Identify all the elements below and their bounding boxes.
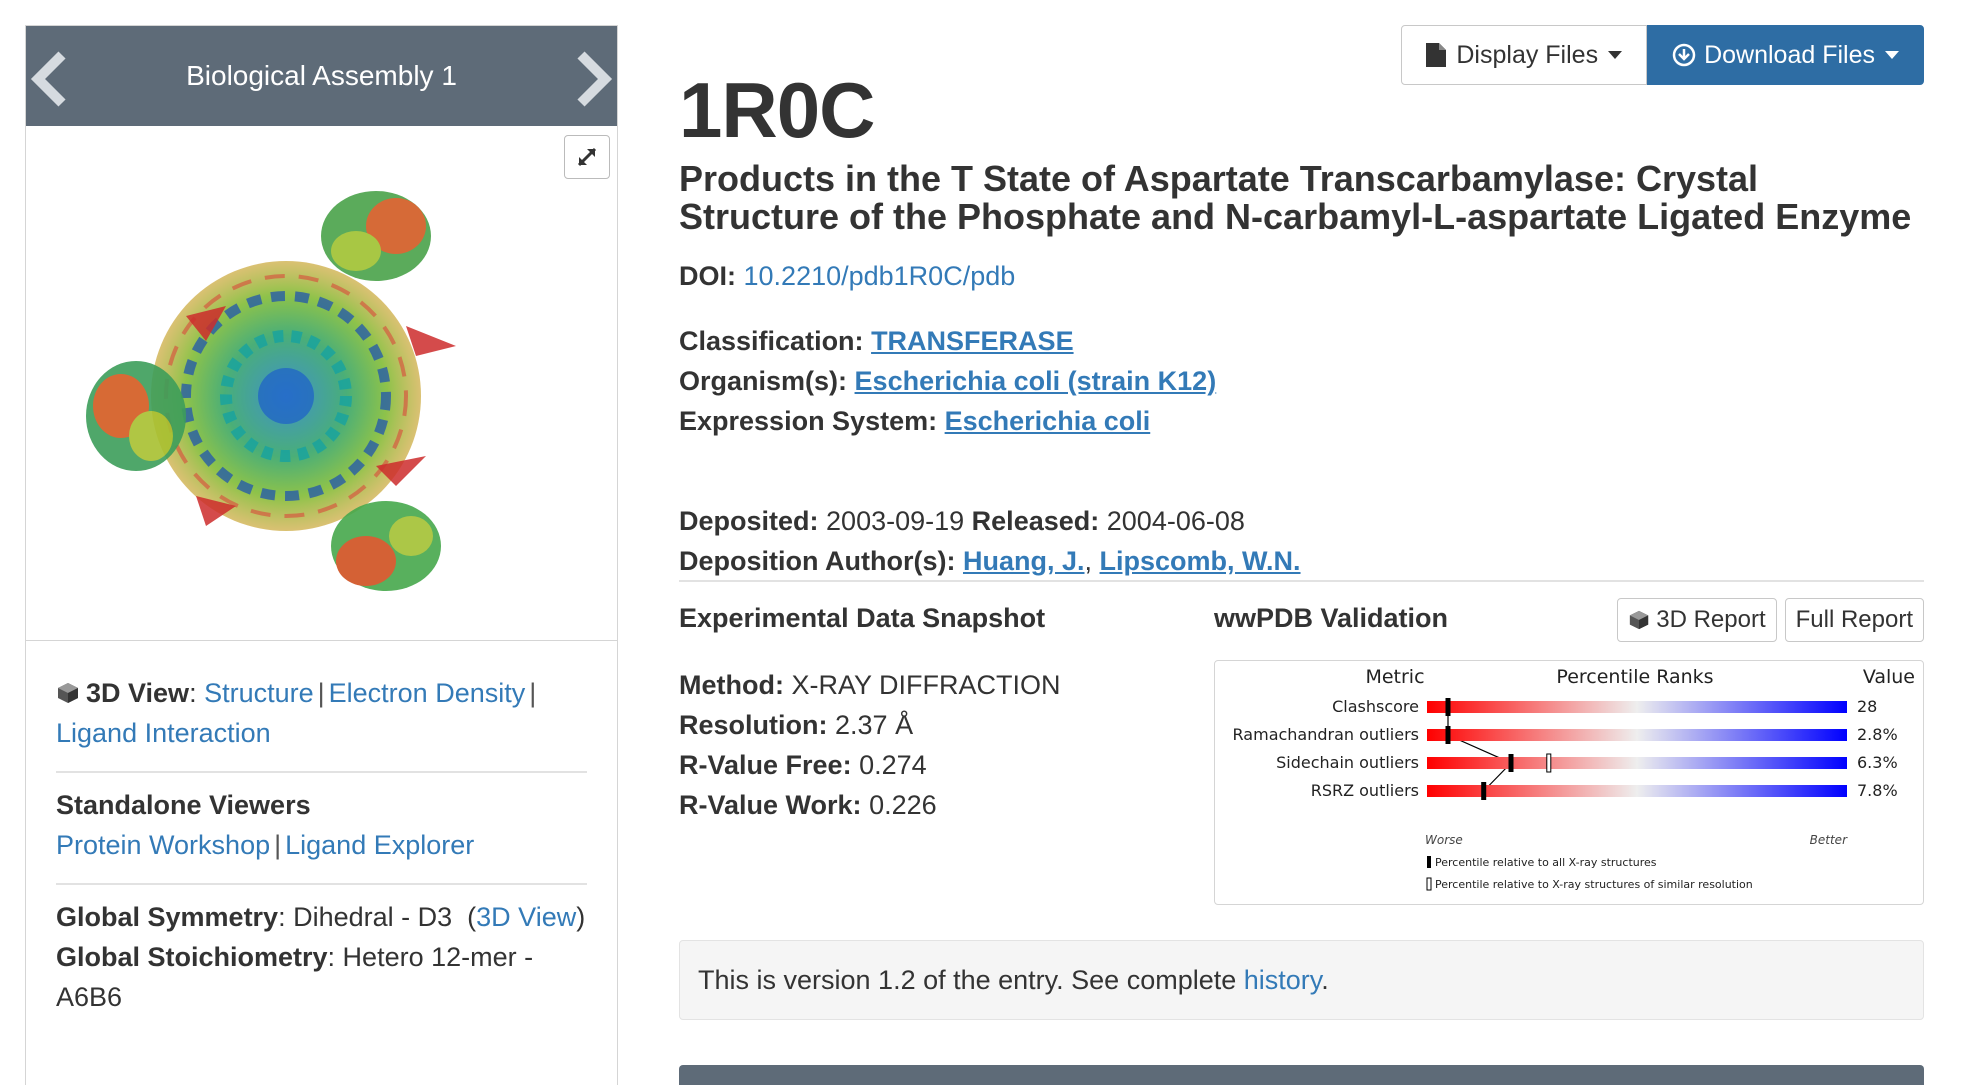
author-link[interactable]: Lipscomb, W.N. <box>1099 546 1301 576</box>
metric-name: Clashscore <box>1332 697 1419 716</box>
metric-value: 6.3% <box>1857 753 1898 772</box>
electron-density-link[interactable]: Electron Density <box>328 678 526 708</box>
3d-view-label: 3D View <box>86 678 190 708</box>
better-label: Better <box>1810 833 1848 847</box>
ligand-explorer-link[interactable]: Ligand Explorer <box>285 830 475 860</box>
deposition-block: Deposited: 2003-09-19 Released: 2004-06-… <box>679 506 1301 576</box>
organism-link[interactable]: Escherichia coli (strain K12) <box>854 366 1217 396</box>
cube-icon <box>1630 610 1649 630</box>
bottom-section-header <box>679 1065 1924 1085</box>
metric-value: 28 <box>1857 697 1877 716</box>
released-date: 2004-06-08 <box>1106 506 1245 536</box>
file-buttons: Display Files Download Files <box>1401 25 1924 85</box>
doi-line: DOI: 10.2210/pdb1R0C/pdb <box>679 261 1016 291</box>
symmetry-3d-view-link[interactable]: 3D View <box>476 902 577 932</box>
download-files-button[interactable]: Download Files <box>1647 25 1924 85</box>
standalone-viewers-label: Standalone Viewers <box>56 790 311 820</box>
3d-report-button[interactable]: 3D Report <box>1617 598 1777 642</box>
all-structures-marker <box>1445 698 1451 716</box>
doi-link[interactable]: 10.2210/pdb1R0C/pdb <box>743 261 1016 291</box>
expression-system-link[interactable]: Escherichia coli <box>944 406 1151 436</box>
molecule-structure-image <box>86 191 456 591</box>
legend-similar-marker <box>1426 877 1432 891</box>
assembly-title: Biological Assembly 1 <box>186 60 457 91</box>
worse-label: Worse <box>1425 833 1463 847</box>
metric-name: RSRZ outliers <box>1311 781 1419 800</box>
experimental-snapshot-title: Experimental Data Snapshot <box>679 603 1046 633</box>
method-value: X-RAY DIFFRACTION <box>791 670 1061 700</box>
legend-similar-label: Percentile relative to X-ray structures … <box>1435 878 1753 891</box>
ligand-interaction-link[interactable]: Ligand Interaction <box>56 718 271 748</box>
resolution-value: 2.37 Å <box>835 710 914 740</box>
all-structures-marker <box>1445 726 1451 744</box>
full-report-button[interactable]: Full Report <box>1784 598 1924 642</box>
molecule-view[interactable] <box>26 126 617 641</box>
divider <box>679 580 1924 582</box>
rfree-value: 0.274 <box>859 750 927 780</box>
global-symmetry-value: : Dihedral - D3 <box>278 902 453 932</box>
percentile-bar <box>1427 785 1847 797</box>
all-structures-marker <box>1481 782 1487 800</box>
deposited-date: 2003-09-19 <box>826 506 965 536</box>
rwork-value: 0.226 <box>869 790 937 820</box>
file-icon <box>1426 43 1447 67</box>
legend-all-marker <box>1427 856 1431 868</box>
history-link[interactable]: history <box>1243 965 1322 995</box>
structure-link[interactable]: Structure <box>204 678 314 708</box>
metric-value: 7.8% <box>1857 781 1898 800</box>
author-link[interactable]: Huang, J. <box>962 546 1085 576</box>
left-panel: Biological Assembly 1 <box>25 25 618 1085</box>
symmetry-section: Global Symmetry: Dihedral - D3 (3D View)… <box>56 902 586 1012</box>
download-icon <box>1672 43 1696 67</box>
assembly-header: Biological Assembly 1 <box>26 26 617 126</box>
similar-resolution-marker <box>1546 753 1552 773</box>
classification-block: Classification: TRANSFERASE Organism(s):… <box>679 326 1217 436</box>
percentile-bar <box>1427 701 1847 713</box>
percentile-connector-line <box>1447 707 1513 792</box>
global-symmetry-label: Global Symmetry <box>56 902 279 932</box>
cube-icon <box>58 683 78 703</box>
classification-link[interactable]: TRANSFERASE <box>871 326 1074 356</box>
next-assembly-arrow-icon[interactable] <box>573 48 613 107</box>
expand-icon <box>577 147 597 167</box>
entry-id: 1R0C <box>679 66 875 154</box>
global-stoichiometry-value: : Hetero 12-mer - A6B6 <box>56 942 534 1012</box>
previous-assembly-arrow-icon[interactable] <box>30 48 70 107</box>
metric-name: Ramachandran outliers <box>1233 725 1419 744</box>
entry-title: Products in the T State of Aspartate Tra… <box>679 158 1912 237</box>
validation-title: wwPDB Validation <box>1214 603 1449 633</box>
metric-column-header: Metric <box>1365 666 1424 688</box>
3d-view-section: 3D View: Structure | Electron Density | Lig… <box>56 661 587 773</box>
percentile-bar <box>1427 757 1847 769</box>
display-files-button[interactable]: Display Files <box>1401 25 1648 85</box>
chevron-down-icon <box>1608 51 1623 59</box>
legend-all-label: Percentile relative to all X-ray structu… <box>1435 856 1657 869</box>
validation-slider-chart[interactable]: Metric Percentile Ranks Value Clashscore… <box>1214 660 1924 905</box>
protein-workshop-link[interactable]: Protein Workshop <box>56 830 271 860</box>
value-column-header: Value <box>1863 666 1915 688</box>
standalone-viewers-section: Standalone Viewers Protein Workshop | Liga… <box>56 773 587 885</box>
metric-name: Sidechain outliers <box>1276 753 1419 772</box>
expand-view-button[interactable] <box>564 135 610 179</box>
percentile-bar <box>1427 729 1847 741</box>
experimental-data: Method: X-RAY DIFFRACTION Resolution: 2.… <box>679 670 1061 820</box>
metric-value: 2.8% <box>1857 725 1898 744</box>
chevron-down-icon <box>1885 51 1899 59</box>
version-notice: This is version 1.2 of the entry. See co… <box>679 940 1924 1020</box>
percentile-column-header: Percentile Ranks <box>1556 666 1713 688</box>
global-stoichiometry-label: Global Stoichiometry <box>56 942 328 972</box>
all-structures-marker <box>1508 754 1514 772</box>
